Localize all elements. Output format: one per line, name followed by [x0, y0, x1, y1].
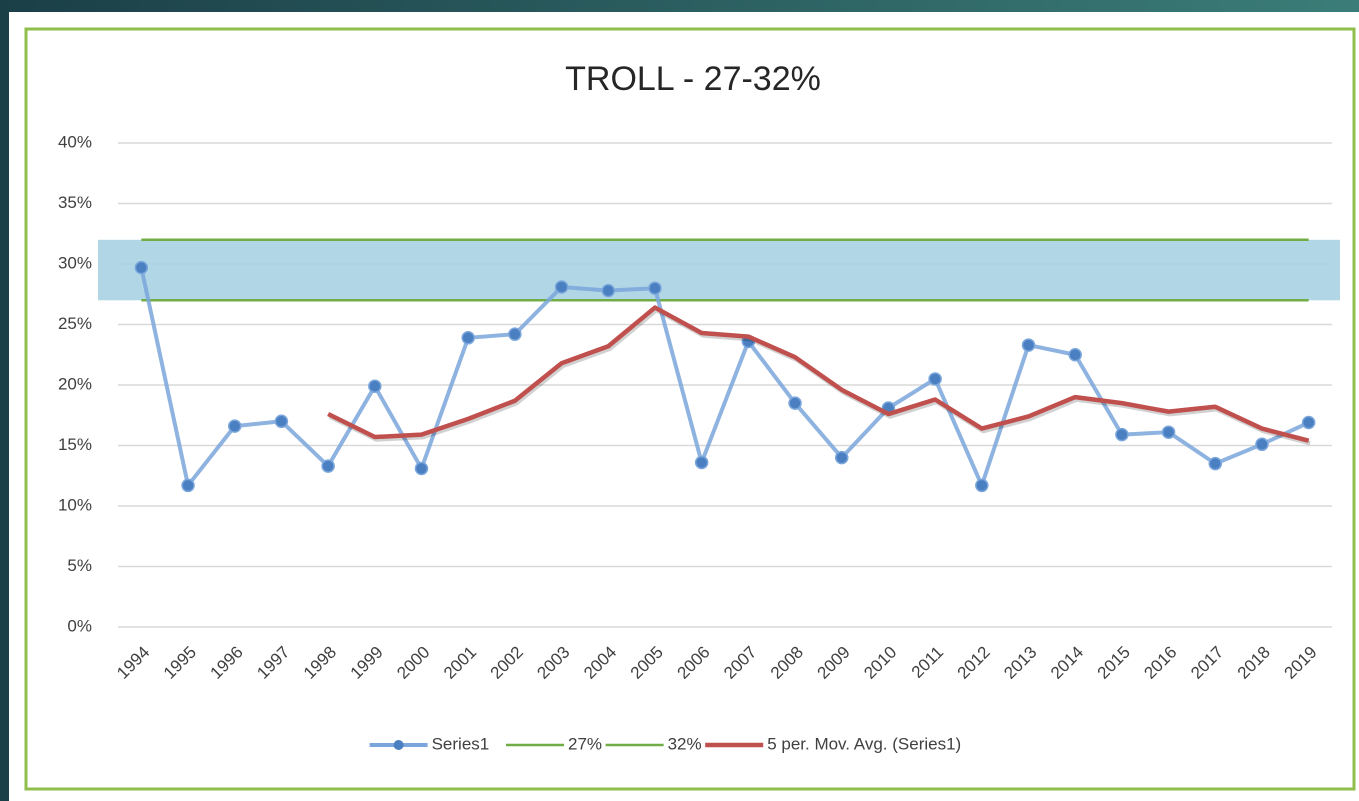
series-marker [321, 459, 335, 473]
y-tick-label: 40% [58, 132, 92, 151]
series-marker [834, 450, 849, 465]
series-marker [928, 372, 942, 386]
series-marker [975, 478, 989, 493]
series-marker [601, 283, 616, 298]
y-tick-label: 25% [58, 314, 92, 333]
series-marker [1208, 456, 1223, 471]
series-marker [414, 461, 429, 476]
series-marker [461, 331, 475, 345]
legend-label: 5 per. Mov. Avg. (Series1) [767, 734, 961, 753]
y-tick-label: 10% [58, 495, 92, 514]
series-marker [788, 396, 802, 410]
series-marker [181, 478, 195, 493]
chart-title: TROLL - 27-32% [565, 60, 821, 98]
legend-marker [393, 740, 404, 750]
series-marker [1301, 415, 1316, 430]
target-band [98, 239, 1340, 301]
y-tick-label: 20% [58, 374, 92, 393]
series-marker [274, 414, 289, 429]
series-marker [227, 419, 242, 433]
series-marker [1115, 427, 1129, 442]
series-marker [1068, 348, 1082, 362]
y-tick-label: 35% [58, 193, 92, 212]
series-marker [694, 455, 709, 470]
series-marker [648, 281, 662, 295]
series-marker [134, 260, 149, 275]
series-line [327, 305, 1310, 443]
series-marker [508, 327, 522, 341]
series-marker [1021, 338, 1036, 352]
legend-label: Series1 [432, 734, 490, 753]
y-tick-label: 30% [58, 253, 92, 272]
series-line [139, 267, 1310, 488]
series-marker [1255, 437, 1269, 452]
series-marker [368, 379, 382, 393]
series-marker [1161, 425, 1176, 439]
y-tick-label: 15% [58, 435, 92, 454]
chart-border [24, 27, 1356, 791]
legend-label: 27% [568, 734, 602, 753]
y-tick-label: 5% [67, 556, 92, 575]
legend-label: 32% [668, 734, 702, 753]
series-marker [554, 280, 569, 294]
y-tick-label: 0% [67, 616, 92, 635]
